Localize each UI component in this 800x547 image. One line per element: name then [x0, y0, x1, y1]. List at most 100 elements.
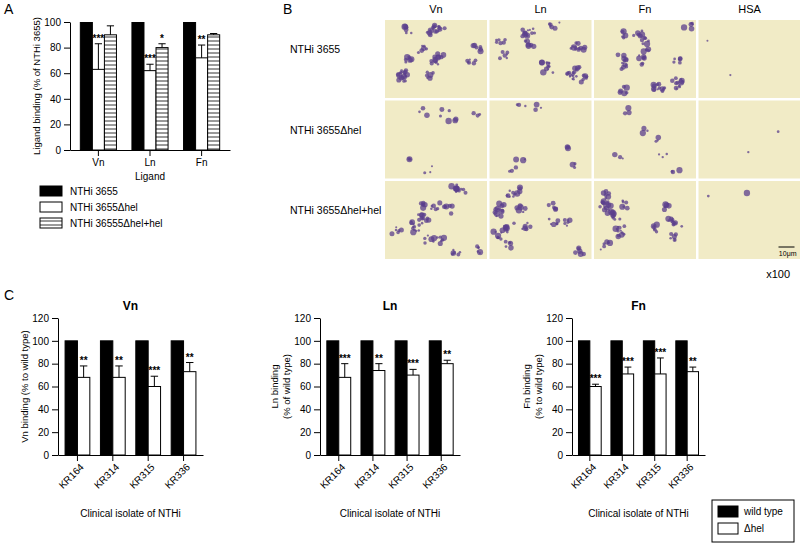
micrograph: [385, 101, 487, 179]
x-tick-mark: [112, 455, 113, 461]
bar: [100, 341, 112, 455]
x-tick-label: KR336: [420, 461, 450, 491]
bacteria-cluster: [410, 221, 414, 225]
bacteria-cluster: [500, 232, 502, 234]
y-tick: 100: [44, 17, 70, 28]
y-tick: 60: [300, 381, 320, 392]
bacteria-cluster: [552, 71, 555, 74]
micrograph: [699, 101, 800, 179]
annotations-layer: **********: [339, 349, 451, 369]
bacteria-cluster: [467, 61, 471, 65]
bacteria-cluster: [517, 189, 522, 194]
bacteria-cluster: [431, 205, 433, 207]
bacteria-cluster: [558, 22, 560, 24]
bacteria-cluster: [607, 240, 613, 246]
bacteria-cluster: [504, 240, 508, 244]
bacteria-cluster: [669, 232, 673, 236]
y-tick: 100: [32, 336, 58, 347]
bacteria-cluster: [621, 36, 623, 38]
x-tick: Ln: [144, 150, 155, 168]
bacteria-cluster: [471, 43, 476, 48]
y-tick-mark: [52, 455, 58, 456]
y-tick: 120: [32, 313, 58, 324]
x-tick-label: KR315: [386, 461, 416, 491]
scale-bar-label: 10μm: [779, 250, 797, 258]
y-tick: 20: [38, 427, 58, 438]
bacteria-cluster: [475, 244, 479, 248]
chart: ***********020406080100120KR164KR314KR31…: [521, 299, 706, 519]
bacteria-cluster: [413, 228, 416, 231]
y-tick: 0: [55, 145, 70, 156]
bacteria-cluster: [427, 234, 429, 236]
bacteria-cluster: [645, 46, 651, 52]
y-tick: 40: [300, 404, 320, 415]
y-tick: 60: [38, 381, 58, 392]
bacteria-cluster: [523, 224, 528, 229]
y-tick-mark: [566, 387, 572, 388]
bacteria-cluster: [622, 157, 624, 159]
bacteria-cluster: [436, 236, 439, 239]
bacteria-cluster: [553, 206, 558, 211]
x-tick: KR336: [666, 455, 696, 491]
x-tick: KR315: [127, 455, 157, 491]
bacteria-cluster: [501, 202, 506, 207]
error-bar: [80, 366, 87, 377]
y-axis-title: Ligand binding (% of NTHi 3655): [31, 17, 42, 155]
chart-title: Ln: [383, 299, 398, 313]
y-tick: 100: [294, 336, 320, 347]
bar: [144, 71, 156, 150]
y-axis-title: Ln binding: [269, 365, 280, 409]
legend: NTHi 3655NTHi 3655ΔhelNTHi 36555Δhel+hel: [40, 186, 163, 229]
bacteria-cluster: [654, 222, 660, 228]
x-tick-label: KR315: [634, 461, 664, 491]
y-tick: 40: [38, 404, 58, 415]
bacteria-cluster: [494, 211, 500, 217]
x-axis: VnLnFn: [71, 150, 231, 168]
bacteria-cluster: [577, 249, 582, 254]
y-tick-label: 60: [50, 68, 62, 79]
x-axis-title: Clinical isolate of NTHi: [80, 508, 181, 519]
bacteria-cluster: [462, 188, 466, 192]
error-bar: [341, 364, 348, 378]
bacteria-cluster: [607, 208, 610, 211]
bacteria-cluster: [661, 89, 665, 93]
bacteria-cluster: [417, 51, 420, 54]
bacteria-cluster: [524, 158, 526, 160]
bacteria-cluster: [673, 58, 676, 61]
legend-swatch: [40, 202, 62, 212]
row-label: NTHi 3655Δhel+hel: [290, 204, 381, 216]
significance-label: ***: [622, 356, 634, 367]
x-axis: KR164KR314KR315KR336: [569, 455, 706, 491]
y-axis-title: (% of wild type): [281, 354, 292, 419]
bacteria-cluster: [603, 206, 606, 209]
bar: [590, 387, 601, 456]
x-tick-mark: [441, 455, 442, 461]
y-tick: 40: [552, 404, 572, 415]
legend-swatch: [40, 186, 62, 196]
bacteria-cluster: [616, 228, 619, 231]
bacteria-cluster: [689, 26, 695, 32]
bar: [361, 341, 373, 455]
bacteria-cluster: [439, 236, 442, 239]
annotations-layer: *********: [80, 352, 194, 377]
bacteria-cluster: [572, 78, 575, 81]
bacteria-cluster: [437, 200, 442, 205]
bar: [339, 377, 351, 455]
micrograph-background: [490, 20, 592, 98]
y-tick: 0: [43, 450, 58, 461]
bacteria-cluster: [422, 203, 425, 206]
y-axis-line: [58, 319, 59, 456]
scale-bar: [779, 247, 795, 248]
bacteria-cluster: [526, 42, 531, 47]
bacteria-cluster: [524, 105, 526, 107]
plot-area: [327, 341, 453, 455]
bacteria-cluster: [421, 222, 424, 225]
legend-label: wild type: [743, 506, 783, 517]
bacteria-cluster: [612, 217, 615, 220]
panel-label: C: [4, 287, 14, 303]
bar: [643, 341, 654, 455]
bacteria-cluster: [548, 62, 550, 64]
bacteria-cluster: [395, 226, 397, 228]
bacteria-cluster: [476, 114, 480, 118]
column-label: HSA: [738, 3, 761, 15]
